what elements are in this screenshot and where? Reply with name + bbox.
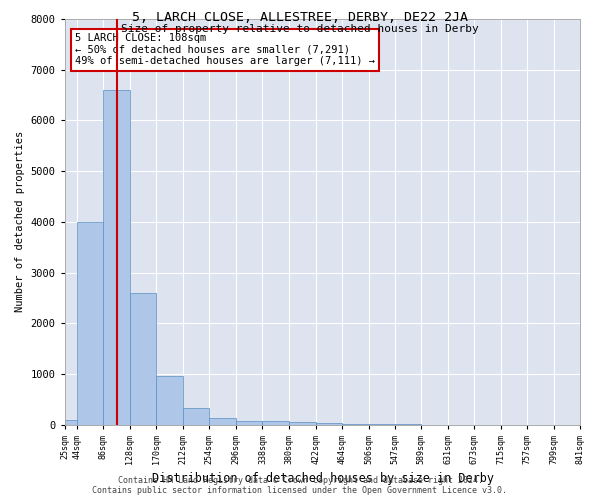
Text: Size of property relative to detached houses in Derby: Size of property relative to detached ho… (121, 24, 479, 34)
Y-axis label: Number of detached properties: Number of detached properties (15, 131, 25, 312)
Bar (156, 376, 183, 424)
Bar (130, 293, 156, 424)
Bar (262, 421, 289, 424)
Bar (236, 420, 262, 424)
Bar (183, 408, 209, 424)
Bar (103, 90, 130, 424)
Bar (77, 222, 103, 424)
X-axis label: Distribution of detached houses by size in Derby: Distribution of detached houses by size … (152, 472, 494, 485)
Text: 5, LARCH CLOSE, ALLESTREE, DERBY, DE22 2JA: 5, LARCH CLOSE, ALLESTREE, DERBY, DE22 2… (132, 11, 468, 24)
Bar (209, 418, 236, 424)
Text: 5 LARCH CLOSE: 108sqm
← 50% of detached houses are smaller (7,291)
49% of semi-d: 5 LARCH CLOSE: 108sqm ← 50% of detached … (75, 33, 375, 66)
Bar (316, 423, 342, 424)
Bar (289, 422, 316, 424)
Text: Contains HM Land Registry data © Crown copyright and database right 2024.
Contai: Contains HM Land Registry data © Crown c… (92, 476, 508, 495)
Bar (65, 420, 77, 424)
